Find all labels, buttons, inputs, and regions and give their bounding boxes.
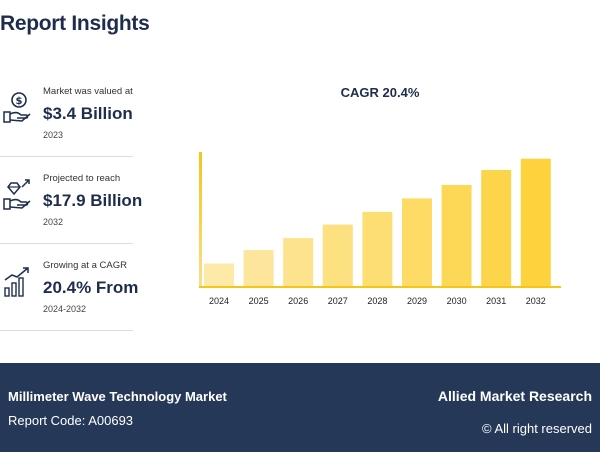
bar-2028 bbox=[362, 211, 393, 286]
stat-caption: Projected to reach bbox=[43, 173, 121, 184]
market-name: Millimeter Wave Technology Market bbox=[8, 389, 227, 404]
bar-2031 bbox=[481, 169, 512, 286]
page-title: Report Insights bbox=[0, 12, 150, 35]
bar-2029 bbox=[402, 198, 432, 286]
x-tick-label: 2028 bbox=[367, 296, 387, 306]
stat-value: $3.4 Billion bbox=[43, 104, 133, 123]
bar-2032 bbox=[520, 158, 551, 286]
diamond-hand-icon bbox=[3, 179, 31, 210]
bar-2027 bbox=[322, 224, 353, 286]
stats-panel: $ Market was valued at $3.4 Billion 2023… bbox=[0, 70, 142, 331]
stat-year: 2024-2032 bbox=[43, 304, 87, 314]
stat-caption: Market was valued at bbox=[43, 86, 133, 97]
money-hand-icon: $ bbox=[3, 92, 31, 123]
stat-year: 2032 bbox=[43, 217, 64, 227]
x-tick-label: 2025 bbox=[249, 296, 269, 306]
bar-2030 bbox=[441, 184, 472, 286]
bar-2025 bbox=[243, 250, 274, 286]
stat-value: $17.9 Billion bbox=[43, 191, 143, 210]
x-tick-label: 2032 bbox=[526, 296, 546, 306]
stat-value: 20.4% From bbox=[43, 278, 139, 297]
stat-cagr: Growing at a CAGR 20.4% From 2024-2032 bbox=[0, 244, 138, 331]
stat-market-value: $ Market was valued at $3.4 Billion 2023 bbox=[0, 70, 133, 157]
x-tick-label: 2026 bbox=[288, 296, 308, 306]
stat-caption: Growing at a CAGR bbox=[43, 260, 127, 271]
x-tick-label: 2029 bbox=[407, 296, 427, 306]
y-axis-line bbox=[199, 152, 202, 287]
x-tick-label: 2027 bbox=[328, 296, 348, 306]
brand-name: Allied Market Research bbox=[437, 388, 592, 404]
report-code: Report Code: A00693 bbox=[8, 413, 134, 428]
bar-2026 bbox=[283, 238, 314, 286]
growth-chart-icon bbox=[4, 267, 29, 297]
copyright-text: © All right reserved bbox=[481, 421, 592, 436]
svg-text:$: $ bbox=[16, 96, 23, 107]
stat-projected-value: Projected to reach $17.9 Billion 2032 bbox=[0, 157, 142, 244]
x-tick-label: 2024 bbox=[209, 296, 229, 306]
bar-chart: 2024 2025 2026 2027 2028 2029 2030 2031 2032 bbox=[199, 152, 561, 306]
x-axis-line bbox=[199, 286, 561, 288]
bar-2024 bbox=[204, 263, 234, 286]
chart-title: CAGR 20.4% bbox=[340, 85, 420, 100]
stat-year: 2023 bbox=[43, 130, 64, 140]
footer: Millimeter Wave Technology Market Report… bbox=[0, 363, 600, 452]
x-tick-label: 2031 bbox=[486, 296, 506, 306]
x-tick-label: 2030 bbox=[447, 296, 467, 306]
